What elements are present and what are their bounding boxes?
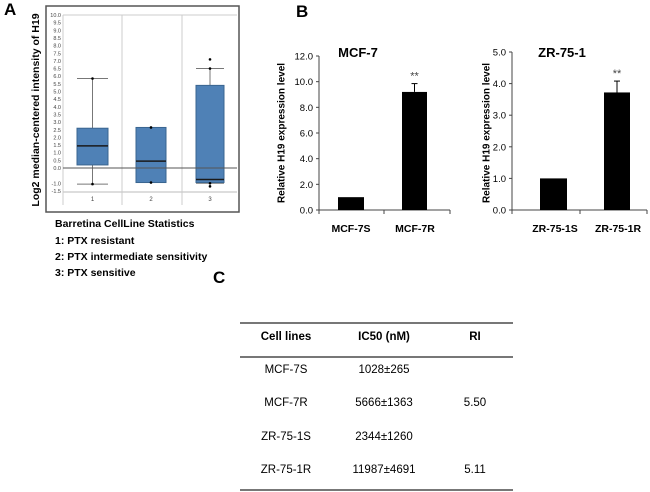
- mcf7-xlabel-s: MCF-7S: [331, 223, 371, 235]
- y-tick-label: 3.0: [493, 111, 506, 122]
- caption-line-2: 2: PTX intermediate sensitivity: [55, 251, 208, 263]
- y-tick-label: 5.0: [493, 48, 506, 59]
- y-tick-label: 1.0: [493, 174, 506, 185]
- mcf7-xlabel-r: MCF-7R: [395, 223, 435, 235]
- table-header-rule: [240, 356, 513, 358]
- y-tick-label: 0.0: [300, 206, 313, 217]
- boxplot-ytick-label: 4.0: [53, 105, 61, 111]
- table-header-ic50: IC50 (nM): [358, 331, 410, 343]
- y-tick-label: 6.0: [300, 129, 313, 140]
- boxplot-ytick-label: 4.5: [53, 97, 61, 103]
- zr751-xlabel-r: ZR-75-1R: [594, 223, 642, 235]
- boxplot-ytick-label: 9.0: [53, 28, 61, 34]
- table-cell: MCF-7S: [264, 364, 308, 376]
- boxplot-ytick-label: 1.5: [53, 143, 61, 149]
- outlier-point: [208, 185, 212, 188]
- mcf7-ylabel: Relative H19 expression level: [276, 62, 288, 204]
- table-cell: 11987±4691: [352, 464, 416, 476]
- boxplot-xtick-label: 3: [208, 197, 212, 203]
- whisker-end-dot: [91, 182, 94, 186]
- bar: [338, 197, 364, 210]
- boxplot-ytick-label: 0.5: [53, 158, 61, 164]
- whisker-end-dot: [91, 77, 94, 80]
- table-cell: 2344±1260: [355, 431, 413, 443]
- bar: [604, 92, 630, 210]
- y-tick-label: 12.0: [295, 52, 314, 63]
- boxplot-ytick-label: 5.0: [53, 90, 61, 96]
- table-cell: ZR-75-1R: [260, 464, 312, 476]
- bar: [402, 91, 427, 210]
- whisker-end-dot: [149, 126, 153, 129]
- y-tick-label: 2.0: [493, 142, 506, 153]
- panel-label-a: A: [4, 0, 17, 19]
- caption-line-1: 1: PTX resistant: [55, 235, 135, 247]
- significance-marker: **: [410, 71, 419, 83]
- boxplot-ytick-label: 0.0: [53, 166, 61, 172]
- table-cell: ZR-75-1S: [261, 431, 311, 443]
- mcf7-title: MCF-7: [338, 45, 378, 60]
- boxplot-ytick-label: 6.0: [53, 74, 61, 80]
- zr751-xlabel-s: ZR-75-1S: [532, 223, 578, 235]
- boxplot-ytick-label: 2.0: [53, 135, 61, 141]
- table-cell: MCF-7R: [264, 397, 308, 409]
- table-bottom-rule: [240, 489, 513, 491]
- boxplot-ytick-label: 7.0: [53, 59, 61, 65]
- significance-marker: **: [613, 68, 622, 80]
- bar: [540, 178, 567, 210]
- y-tick-label: 10.0: [295, 77, 314, 88]
- boxplot-ytick-label: 8.5: [53, 36, 61, 42]
- table-cell: 5.50: [463, 397, 487, 409]
- zr751-title: ZR-75-1: [538, 45, 586, 60]
- table-cell: 5666±1363: [355, 397, 413, 409]
- table-cell: 5.11: [464, 464, 486, 476]
- table-header-cell-lines: Cell lines: [260, 331, 312, 343]
- boxplot-ytick-label: 9.5: [53, 21, 61, 27]
- boxplot-ylabel: Log2 median-centered intensity of H19: [30, 13, 42, 207]
- boxplot-ytick-label: 5.5: [53, 82, 61, 88]
- boxplot-ytick-label: 1.0: [53, 151, 61, 157]
- table-header-ri: RI: [469, 331, 481, 343]
- y-tick-label: 8.0: [300, 103, 313, 114]
- box-iqr: [135, 126, 167, 184]
- boxplot-ytick-label: 10.0: [50, 13, 61, 19]
- boxplot-ytick-label: -1.0: [52, 181, 61, 187]
- boxplot-ytick-label: 8.0: [53, 44, 61, 50]
- table-cell: 1028±265: [358, 364, 410, 376]
- boxplot-xtick-label: 2: [149, 197, 153, 203]
- outlier-point: [208, 58, 212, 61]
- boxplot-ytick-label: 2.5: [53, 128, 61, 134]
- boxplot-ytick-label: 6.5: [53, 67, 61, 73]
- caption-line-3: 3: PTX sensitive: [55, 267, 136, 279]
- panel-label-b: B: [296, 2, 309, 21]
- table-top-rule: [240, 322, 513, 324]
- y-tick-label: 4.0: [493, 79, 506, 90]
- boxplot-ytick-label: 7.5: [53, 51, 61, 57]
- caption-title: Barretina CellLine Statistics: [55, 218, 195, 230]
- panel-label-c: C: [213, 268, 226, 287]
- box-iqr: [195, 84, 225, 184]
- boxplot-ytick-label: -1.5: [52, 189, 61, 195]
- box-iqr: [76, 127, 109, 166]
- whisker-end-dot: [208, 67, 212, 70]
- whisker-end-dot: [208, 182, 212, 185]
- y-tick-label: 4.0: [300, 154, 313, 165]
- y-tick-label: 0.0: [493, 206, 506, 217]
- y-tick-label: 2.0: [300, 180, 313, 191]
- whisker-end-dot: [149, 181, 153, 184]
- boxplot-ytick-label: 3.0: [53, 120, 61, 126]
- boxplot-ytick-label: 3.5: [53, 112, 61, 118]
- boxplot-xtick-label: 1: [91, 197, 95, 203]
- zr751-ylabel: Relative H19 expression level: [481, 62, 493, 204]
